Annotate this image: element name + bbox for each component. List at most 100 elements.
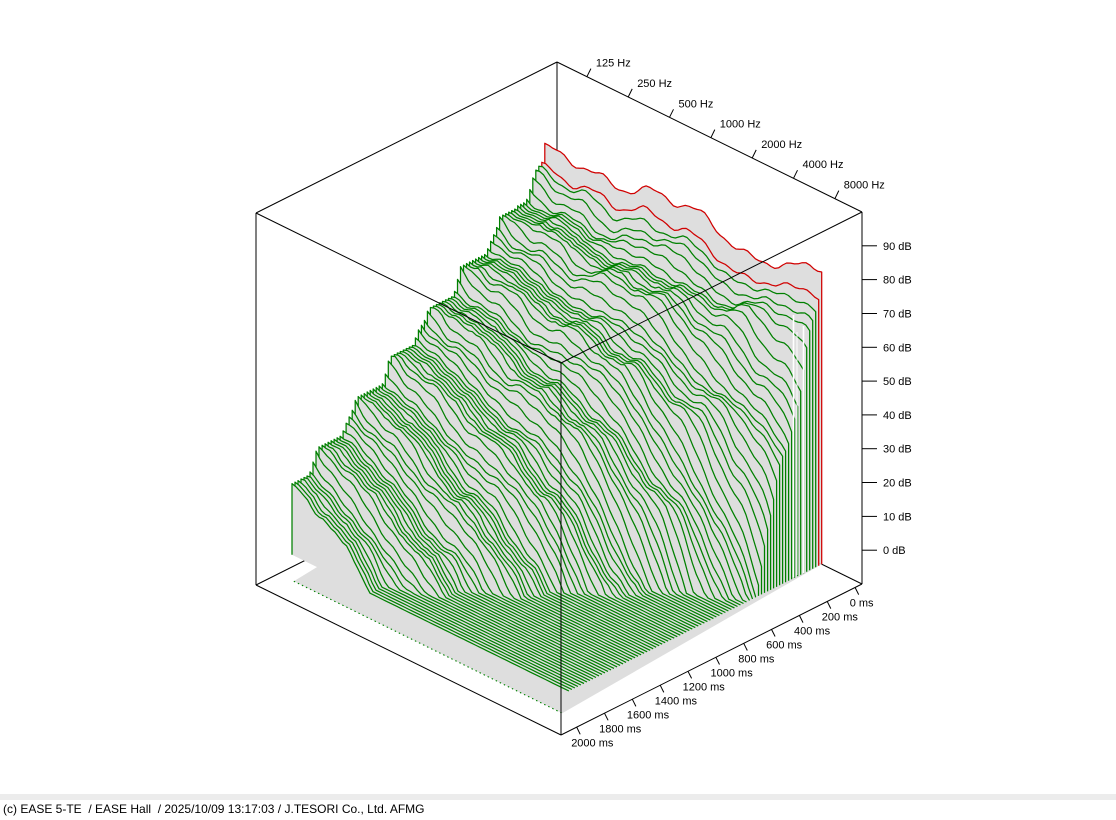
- level-tick-label: 0 dB: [883, 545, 906, 557]
- box-edge: [255, 61, 558, 214]
- slice-curve: [429, 306, 708, 623]
- box-edge: [560, 583, 863, 736]
- freq-tick: [627, 88, 633, 98]
- slice-curve: [348, 416, 627, 663]
- slice-curve: [417, 329, 696, 629]
- slice-curve: [360, 394, 639, 657]
- time-tick: [854, 587, 860, 595]
- slice-curve: [309, 471, 588, 683]
- slice-curve: [450, 296, 729, 612]
- freq-tick: [793, 169, 798, 179]
- slice-curve: [372, 388, 651, 651]
- slice-curve: [426, 310, 705, 624]
- freq-tick: [710, 129, 716, 138]
- slice-curve: [369, 389, 648, 653]
- freq-tick-label: 8000 Hz: [844, 180, 885, 192]
- slice-curve: [432, 305, 711, 621]
- slice-curve: [541, 161, 820, 566]
- slice-curve: [399, 350, 678, 638]
- slice-curve: [456, 278, 735, 609]
- slice-curve: [520, 203, 799, 577]
- slice-curve: [529, 188, 808, 572]
- time-tick: [715, 657, 720, 665]
- time-tick-label: 2000 ms: [571, 737, 614, 749]
- slice-curve: [459, 265, 738, 608]
- slice-curve: [390, 355, 669, 642]
- slice-curve: [477, 256, 757, 598]
- slice-curve: [447, 297, 726, 614]
- slice-curve: [468, 261, 747, 603]
- slice-curve: [526, 198, 805, 574]
- slice-curve: [544, 142, 823, 565]
- shadow-front-dotted-edge: [293, 580, 563, 714]
- slice-curve: [495, 226, 775, 589]
- box-edge: [556, 61, 863, 213]
- freq-tick-label: 500 Hz: [679, 98, 714, 110]
- level-tick-label: 50 dB: [883, 376, 912, 388]
- slice-curve: [312, 461, 591, 682]
- slice-curve: [511, 209, 790, 581]
- time-tick: [659, 684, 665, 693]
- slice-curve: [384, 373, 663, 645]
- freq-tick-label: 125 Hz: [596, 58, 631, 70]
- slice-curve: [342, 430, 621, 666]
- slice-curve: [435, 303, 714, 620]
- level-tick-label: 20 dB: [883, 478, 912, 490]
- slice-curve: [366, 391, 645, 654]
- slice-curve: [303, 476, 582, 686]
- slice-curve: [483, 253, 763, 595]
- slice-curve: [438, 302, 717, 618]
- slice-curve: [465, 262, 744, 605]
- time-axis: 0 ms 200 ms 400 ms 600 ms 800 ms 1000 ms1200 …: [571, 587, 874, 749]
- slice-curve: [414, 337, 693, 630]
- slice-curve: [363, 392, 642, 656]
- slice-curve: [444, 299, 723, 615]
- slice-curve: [315, 450, 594, 680]
- time-tick: [576, 726, 581, 735]
- slice-curve: [375, 386, 654, 650]
- time-tick: [771, 629, 776, 637]
- slice-curve: [498, 216, 778, 587]
- time-tick: [826, 601, 832, 609]
- slice-curve: [532, 177, 811, 571]
- slice-curve: [336, 437, 615, 669]
- level-tick-label: 90 dB: [883, 241, 912, 253]
- slice-curve: [393, 353, 672, 641]
- box-edge: [255, 584, 562, 736]
- freq-tick: [751, 149, 757, 159]
- slice-curve: [345, 422, 624, 665]
- slice-curve: [339, 435, 618, 668]
- level-tick-label: 70 dB: [883, 309, 912, 321]
- time-tick-label: 400 ms: [794, 626, 831, 638]
- time-tick-label: 0 ms: [850, 598, 874, 610]
- slice-curve: [354, 399, 633, 660]
- slice-curve: [538, 165, 817, 568]
- time-tick: [798, 615, 804, 623]
- slice-curve: [453, 290, 732, 611]
- level-tick-label: 60 dB: [883, 342, 912, 354]
- slice-curve: [441, 300, 720, 617]
- slice-curve: [327, 441, 606, 674]
- slice-curve: [306, 475, 585, 685]
- status-bar: (c) EASE 5-TE / EASE Hall / 2025/10/09 1…: [0, 794, 1116, 820]
- slice-curve: [324, 443, 603, 675]
- slice-curve: [333, 438, 612, 671]
- slice-curve: [471, 259, 751, 601]
- slice-curve: [408, 346, 687, 633]
- slice-curve: [462, 264, 741, 606]
- time-tick: [631, 698, 637, 707]
- slice-curve: [492, 234, 772, 590]
- slice-curve: [474, 258, 754, 600]
- status-text: (c) EASE 5-TE / EASE Hall / 2025/10/09 1…: [3, 802, 425, 816]
- freq-tick-label: 1000 Hz: [720, 119, 761, 131]
- slice-curve: [514, 208, 793, 580]
- freq-tick: [586, 68, 592, 77]
- time-tick-label: 1200 ms: [683, 681, 726, 693]
- slice-curve: [291, 482, 570, 692]
- slice-curve: [297, 479, 576, 689]
- slice-curve: [351, 409, 630, 662]
- slice-curve: [378, 385, 657, 648]
